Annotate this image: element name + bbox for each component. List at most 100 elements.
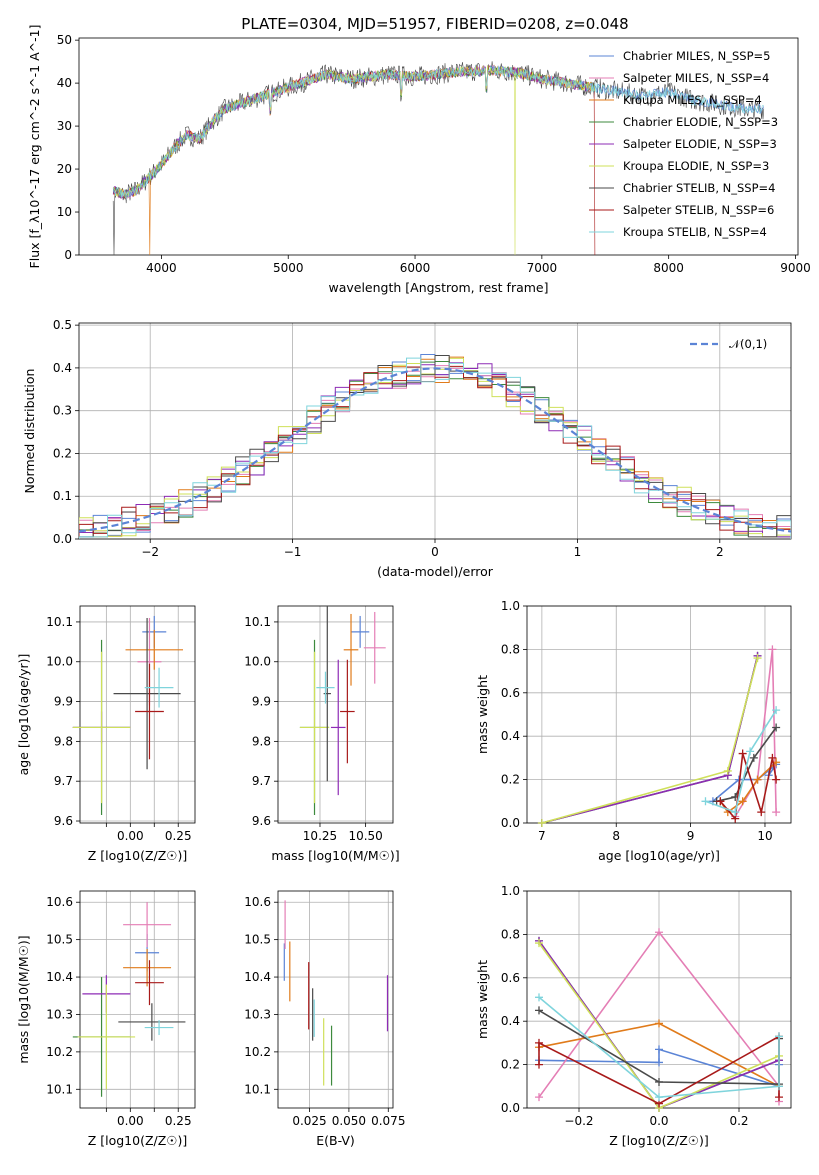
x-axis-label: mass [log10(M/M☉)] [271, 848, 399, 863]
age-vs-mass-axes: 10.25 10.50 9.6 9.7 9.8 9.9 10.0 10.1 mass [log1… [244, 605, 400, 863]
y-axis-label: Normed distribution [22, 369, 37, 494]
series-marker-kroupa-stelib [655, 1093, 663, 1102]
series-marker-kroupa-elodie [535, 939, 543, 948]
y-axis-label: mass weight [475, 675, 490, 754]
y-tick-label: 0.4 [501, 1014, 520, 1028]
residuals-axes: −2 −1 0 1 2 0.0 0.1 0.2 0.3 0.4 0.5 (data-model)/er… [22, 318, 792, 579]
y-tick-label: 9.7 [54, 774, 73, 788]
mass-vs-Z-axes: 0.00 0.25 10.1 10.2 10.3 10.4 10.5 10.6 Z [log10… [16, 890, 196, 1148]
x-tick-label: 5000 [273, 261, 304, 275]
y-axis-label: mass weight [475, 960, 490, 1039]
series-marker-kroupa-elodie [753, 654, 762, 663]
y-tick-label: 10.0 [46, 655, 73, 669]
series-marker-kroupa-elodie [723, 766, 732, 775]
x-axis-label: Z [log10(Z/Z☉)] [609, 1133, 709, 1148]
spectrum-line-kroupa-stelib [112, 65, 764, 201]
x-tick-label: 0.00 [117, 1114, 144, 1128]
x-tick-label: 0.00 [117, 829, 144, 843]
spectrum-axes: 4000 5000 6000 7000 8000 9000 0 10 20 30 40 50 wavel… [27, 25, 811, 295]
x-tick-label: 8000 [653, 261, 684, 275]
errorbar-chabrier-stelib [118, 1003, 186, 1041]
legend-label-chabrier-elodie: Chabrier ELODIE, N_SSP=3 [623, 115, 778, 129]
series-marker-chabrier-miles [655, 1058, 663, 1067]
series-marker-chabrier-stelib [535, 1006, 543, 1015]
errorbar-salpeter-miles [363, 611, 386, 684]
errorbar-kroupa-stelib [144, 1020, 174, 1036]
series-marker-kroupa-miles [738, 797, 747, 806]
series-marker-chabrier-stelib [655, 1077, 663, 1086]
legend-label-salpeter-stelib: Salpeter STELIB, N_SSP=6 [623, 203, 774, 217]
y-tick-label: 20 [57, 162, 72, 176]
y-tick-label: 9.6 [252, 814, 271, 828]
y-tick-label: 0 [64, 248, 72, 262]
y-tick-label: 9.8 [252, 734, 271, 748]
y-tick-label: 0.8 [501, 927, 520, 941]
y-tick-label: 0.6 [501, 971, 520, 985]
series-marker-kroupa-stelib [701, 797, 710, 806]
series-marker-kroupa-miles [655, 1019, 663, 1028]
y-tick-label: 0.0 [501, 1101, 520, 1115]
x-tick-label: 10.50 [348, 829, 382, 843]
series-marker-salpeter-stelib [775, 1093, 783, 1102]
series-line-kroupa-stelib [538, 996, 780, 1099]
weight-vs-age-series [537, 645, 781, 827]
errorbar-chabrier-miles [351, 615, 370, 648]
errorbar-kroupa-elodie [299, 651, 330, 804]
y-tick-label: 0.0 [53, 532, 72, 546]
y-tick-label: 10.2 [46, 1045, 73, 1059]
y-tick-label: 10.1 [244, 1082, 271, 1096]
y-tick-label: 0.2 [501, 773, 520, 787]
age-vs-Z-frame [79, 605, 196, 824]
weight-vs-Z-series [535, 928, 783, 1112]
x-tick-label: 10.25 [303, 829, 337, 843]
y-axis-label: mass [log10(M/M☉)] [16, 935, 31, 1063]
y-axis-label: Flux [f_λ10^-17 erg cm^-2 s^-1 A^-1] [27, 25, 42, 269]
spectrum-lines [112, 61, 765, 255]
y-tick-label: 0.2 [53, 446, 72, 460]
legend-label-salpeter-elodie: Salpeter ELODIE, N_SSP=3 [623, 137, 777, 151]
series-marker-kroupa-stelib [746, 747, 755, 756]
x-axis-label: E(B-V) [316, 1133, 355, 1148]
x-tick-label: 7000 [527, 261, 558, 275]
mass-vs-EBV-points [283, 900, 389, 1086]
y-tick-label: 0.4 [53, 361, 72, 375]
series-marker-kroupa-elodie [537, 819, 546, 827]
figure-title: PLATE=0304, MJD=51957, FIBERID=0208, z=0… [241, 15, 628, 33]
y-tick-label: 10.3 [46, 1007, 73, 1021]
series-line-chabrier-elodie [541, 655, 759, 824]
errorbar-salpeter-stelib [135, 960, 164, 1006]
errorbar-salpeter-stelib [135, 663, 164, 760]
x-axis-label: (data-model)/error [377, 564, 494, 579]
y-tick-label: 10.4 [244, 970, 271, 984]
errorbar-kroupa-miles [123, 948, 172, 987]
series-marker-salpeter-stelib [716, 797, 725, 806]
x-tick-label: 4000 [146, 261, 177, 275]
legend-label-normal: 𝒩(0,1) [729, 337, 767, 351]
spectrum-frame [78, 37, 799, 256]
histogram-kroupa-stelib [79, 357, 791, 539]
y-tick-label: 0.4 [501, 729, 520, 743]
legend-label-kroupa-elodie: Kroupa ELODIE, N_SSP=3 [623, 159, 769, 173]
x-tick-label: 0.050 [332, 1114, 366, 1128]
y-tick-label: 50 [57, 33, 72, 47]
mass-vs-EBV-frame [277, 890, 394, 1109]
y-tick-label: 10.2 [244, 1045, 271, 1059]
series-marker-chabrier-stelib [772, 723, 781, 732]
spectrum-line-kroupa-miles [112, 64, 593, 255]
series-marker-kroupa-miles [753, 775, 762, 784]
x-tick-label: 0.0 [649, 1114, 668, 1128]
y-tick-label: 10.5 [46, 933, 73, 947]
y-tick-label: 0.3 [53, 404, 72, 418]
series-marker-chabrier-miles [655, 1045, 663, 1054]
y-tick-label: 10.1 [46, 1082, 73, 1096]
spectrum-legend: Chabrier MILES, N_SSP=5 Salpeter MILES, N… [589, 49, 778, 239]
y-tick-label: 10.0 [244, 655, 271, 669]
errorbar-kroupa-stelib [316, 671, 335, 704]
x-tick-label: 0 [431, 545, 439, 559]
y-tick-label: 10.4 [46, 970, 73, 984]
age-vs-mass-frame [277, 605, 394, 824]
spectrum-line-salpeter-stelib [112, 65, 596, 255]
spectrum-line-salpeter-elodie [112, 64, 596, 200]
age-vs-Z-axes: 0.00 0.25 9.6 9.7 9.8 9.9 10.0 10.1 Z [log10(Z/Z… [16, 605, 196, 863]
